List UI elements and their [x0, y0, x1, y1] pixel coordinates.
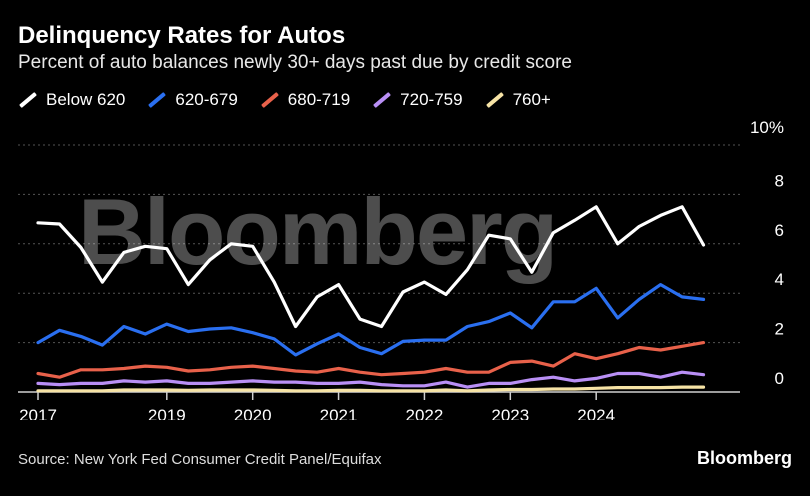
legend-label: 680-719 [287, 90, 351, 109]
legend-label: 620-679 [175, 90, 238, 109]
legend-label: 760+ [512, 90, 551, 109]
legend-swatch [373, 92, 392, 108]
x-tick-label: 2020 [234, 406, 272, 420]
x-tick-label: 2022 [406, 406, 444, 420]
y-tick-label: 2 [775, 320, 784, 339]
legend-label: Below 620 [46, 90, 126, 109]
chart-title: Delinquency Rates for Autos [18, 22, 346, 49]
series-line-760- [36, 385, 706, 393]
bloomberg-logo: Bloomberg [696, 448, 792, 468]
legend-swatch [148, 92, 167, 108]
series-line-720-759 [36, 370, 706, 389]
legend-swatch [485, 92, 504, 108]
legend: Below 620 620-679 680-719 720-759 760+ [18, 90, 551, 110]
x-tick-label: 2017 [19, 406, 57, 420]
x-tick-label: 2024 [577, 406, 615, 420]
legend-item-620-679: 620-679 [147, 90, 238, 110]
chart-subtitle: Percent of auto balances newly 30+ days … [18, 52, 572, 73]
y-tick-label: 10% [750, 118, 784, 137]
legend-swatch [260, 92, 279, 108]
legend-item-720-759: 720-759 [372, 90, 463, 110]
legend-item-680-719: 680-719 [260, 90, 350, 110]
source-note: Source: New York Fed Consumer Credit Pan… [18, 451, 382, 468]
y-tick-label: 0 [775, 369, 784, 388]
x-tick-label: 2023 [491, 406, 529, 420]
legend-item-below-620: Below 620 [18, 90, 125, 110]
y-tick-label: 8 [775, 171, 784, 190]
x-tick-label: 2021 [320, 406, 358, 420]
x-tick-label: 2019 [148, 406, 186, 420]
series-line-below-620 [36, 205, 706, 329]
series-line-680-719 [36, 341, 706, 379]
series-line-620-679 [36, 283, 706, 357]
line-chart: 10% 8 6 4 2 0 2017 2019 2020 2021 2022 2023 2024 [18, 118, 784, 420]
y-tick-label: 6 [775, 221, 784, 240]
y-tick-label: 4 [775, 270, 784, 289]
legend-item-760-plus: 760+ [485, 90, 551, 110]
legend-label: 720-759 [400, 90, 463, 109]
legend-swatch [19, 92, 37, 108]
